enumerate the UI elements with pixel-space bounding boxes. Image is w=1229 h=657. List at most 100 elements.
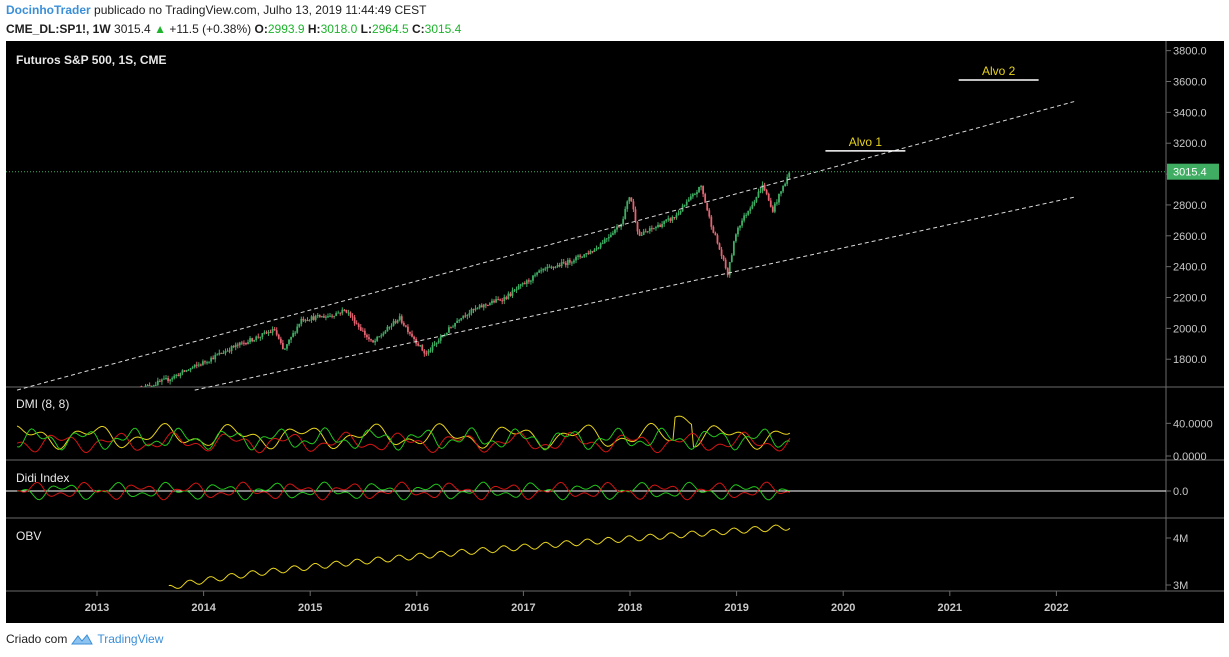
dmi-pane[interactable]: 40.0000 0.0000 — [16, 415, 1213, 463]
candle-body — [402, 322, 405, 326]
candle-body — [474, 308, 477, 310]
candle-body — [286, 344, 288, 349]
candle-body — [306, 320, 309, 322]
candle-body — [433, 344, 436, 346]
candle-body — [577, 255, 579, 257]
candle-body — [704, 194, 707, 203]
time-axis[interactable]: 2013 2014 2015 2016 2017 2018 2019 2020 2021 2022 — [85, 591, 1069, 614]
candle-body — [632, 201, 635, 210]
candle-body — [251, 338, 254, 342]
candle-body — [679, 211, 682, 214]
candle-body — [197, 364, 200, 366]
candle-body — [571, 262, 573, 264]
candle-body — [505, 297, 508, 299]
candle-body — [470, 309, 473, 314]
x-tick-label: 2020 — [831, 602, 855, 614]
candle-body — [341, 309, 344, 314]
candle-body — [581, 256, 584, 258]
candle-body — [747, 210, 750, 215]
candle-body — [353, 317, 356, 324]
candle-body — [199, 364, 202, 366]
candle-body — [509, 293, 512, 296]
candle-body — [187, 369, 190, 371]
author-link[interactable]: DocinhoTrader — [6, 3, 91, 17]
price-axis[interactable]: 1800.02000.02200.02400.02600.02800.03000… — [1166, 46, 1207, 367]
candle-body — [152, 385, 155, 387]
target-lines[interactable]: Alvo 1 Alvo 2 — [825, 64, 1039, 152]
candle-body — [591, 251, 594, 253]
candle-body — [370, 339, 372, 341]
candle-body — [513, 289, 516, 291]
candle-body — [181, 370, 184, 374]
candle-body — [782, 186, 784, 192]
candle-body — [210, 357, 213, 362]
candle-body — [573, 260, 575, 263]
candle-body — [493, 300, 495, 303]
candle-body — [263, 332, 266, 334]
candle-body — [179, 373, 182, 377]
candle-body — [206, 362, 208, 364]
channel-lines[interactable] — [16, 101, 1075, 391]
candle-body — [204, 361, 206, 363]
candle-body — [786, 177, 789, 184]
dmi-y-tick-label: 40.0000 — [1173, 418, 1213, 430]
didi-y-tick-label: 0.0 — [1173, 486, 1188, 498]
candle-body — [329, 315, 331, 317]
candle-body — [384, 331, 387, 334]
candle-body — [536, 272, 538, 275]
candle-body — [714, 232, 717, 236]
candle-body — [273, 329, 276, 331]
candle-body — [255, 336, 258, 341]
footer: Criado com TradingView — [6, 632, 163, 646]
candlestick-series — [140, 171, 791, 387]
candle-body — [259, 336, 262, 338]
tradingview-link[interactable]: TradingView — [97, 632, 164, 646]
candle-body — [355, 323, 358, 325]
didi-pane[interactable]: 0.0 — [6, 481, 1188, 501]
candle-body — [482, 304, 485, 308]
candle-body — [767, 193, 770, 201]
candle-body — [741, 220, 743, 226]
candle-body — [691, 194, 694, 197]
candle-body — [331, 315, 333, 317]
candle-body — [562, 262, 565, 264]
obv-pane[interactable]: 4M 3M — [168, 524, 1188, 592]
didi-pane-title: Didi Index — [16, 471, 69, 485]
created-with-label: Criado com — [6, 632, 68, 646]
main-pane-title: Futuros S&P 500, 1S, CME — [16, 53, 167, 67]
dmi-plus-line — [17, 427, 791, 451]
symbol-name[interactable]: CME_DL:SP1!, 1W — [6, 22, 111, 36]
publish-header: DocinhoTrader publicado no TradingView.c… — [6, 3, 426, 17]
candle-body — [409, 332, 411, 334]
candle-body — [687, 199, 690, 202]
candle-body — [220, 352, 223, 354]
candle-body — [724, 259, 727, 269]
candle-body — [716, 235, 719, 244]
candle-body — [593, 249, 596, 252]
y-tick-label: 2600.0 — [1173, 231, 1207, 243]
candle-body — [644, 231, 647, 233]
candle-body — [316, 315, 319, 317]
candle-body — [261, 333, 264, 337]
candle-body — [583, 254, 586, 257]
candle-body — [146, 385, 149, 387]
candle-body — [267, 332, 270, 334]
candle-body — [245, 342, 247, 345]
y-tick-label: 3800.0 — [1173, 46, 1207, 58]
y-tick-label: 3400.0 — [1173, 107, 1207, 119]
target-label: Alvo 2 — [982, 64, 1016, 78]
candle-body — [435, 342, 438, 345]
candle-body — [722, 256, 725, 260]
candle-body — [298, 323, 301, 327]
candle-body — [624, 209, 627, 219]
candle-body — [253, 340, 256, 342]
candle-body — [314, 316, 317, 320]
candle-body — [464, 315, 467, 317]
candle-body — [396, 319, 399, 323]
chart-canvas[interactable]: Alvo 1 Alvo 2 1800.0 2000.0 2200.0 2400.0 260… — [6, 41, 1224, 623]
candle-body — [521, 283, 524, 285]
candle-body — [195, 364, 198, 366]
candle-body — [696, 192, 698, 195]
candle-body — [665, 219, 668, 222]
candle-body — [530, 280, 532, 282]
